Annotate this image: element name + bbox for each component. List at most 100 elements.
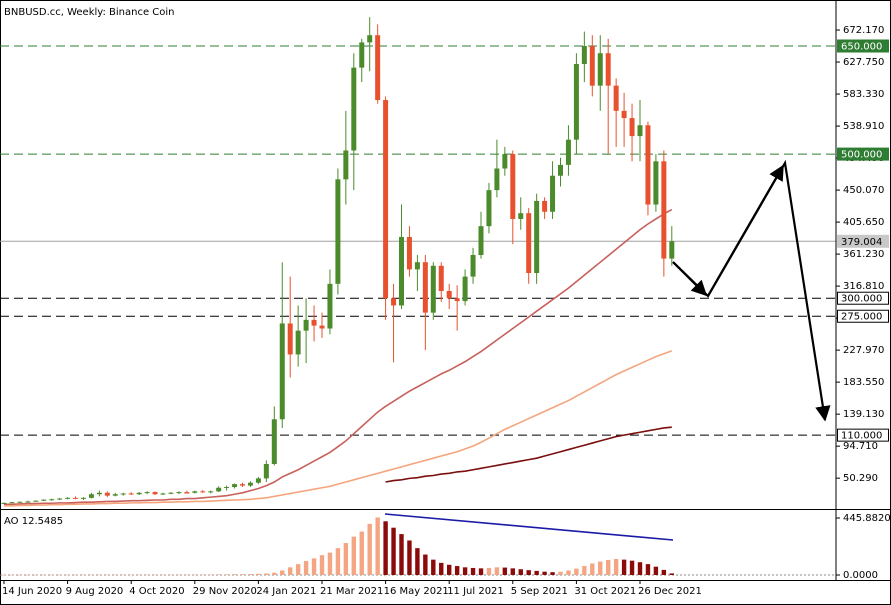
ao-bar <box>494 567 500 575</box>
ao-bar <box>208 574 213 575</box>
ao-bar <box>33 574 38 576</box>
y-tick-label: 672.170 <box>843 25 884 36</box>
y-tick-label: 227.970 <box>843 345 884 356</box>
candle-body <box>573 64 579 140</box>
ao-bar <box>447 564 452 575</box>
ao-bar <box>89 574 94 576</box>
ao-bar <box>439 562 444 575</box>
ao-bar <box>65 574 70 576</box>
x-tick-label: 24 Jan 2021 <box>256 586 316 597</box>
ao-bar <box>645 564 651 575</box>
level-label: 110.000 <box>841 431 882 442</box>
ao-bar <box>184 574 190 576</box>
ao-bar <box>518 569 523 575</box>
ao-bar <box>621 559 627 575</box>
ao-bar <box>192 574 197 576</box>
x-tick-label: 29 Nov 2020 <box>193 586 257 597</box>
candle-body <box>645 125 651 205</box>
ao-bar <box>558 571 563 575</box>
x-tick-label: 14 Jun 2020 <box>2 586 62 597</box>
candle-body <box>208 491 214 493</box>
candle-body <box>73 497 79 499</box>
ao-bar <box>470 567 476 575</box>
level-box <box>837 234 889 248</box>
ao-bar <box>25 574 31 576</box>
level-label: 275.000 <box>841 312 882 323</box>
y-tick-label: 183.550 <box>843 377 884 388</box>
candle-body <box>375 35 381 101</box>
y-tick-label: 627.750 <box>843 57 884 68</box>
ao-bar <box>319 555 325 575</box>
candle-body <box>438 265 444 292</box>
ao-bar <box>136 574 142 576</box>
x-tick-label: 21 Mar 2021 <box>320 586 383 597</box>
candle-body <box>335 179 341 284</box>
level-label: 650.000 <box>841 42 882 53</box>
candle-body <box>144 492 150 494</box>
ao-bar <box>311 558 317 575</box>
y-tick-label: 139.130 <box>843 409 884 420</box>
candle-body <box>33 500 39 502</box>
ao-bar <box>288 567 293 575</box>
ao-bar <box>240 574 245 575</box>
candle-body <box>383 100 389 299</box>
level-box <box>837 147 889 161</box>
candle-body <box>41 499 47 501</box>
candle-body <box>112 494 118 496</box>
candle-body <box>255 478 261 483</box>
candle-body <box>581 46 587 65</box>
ao-bar <box>407 540 412 575</box>
x-tick-label: 26 Dec 2021 <box>638 586 702 597</box>
ao-bar <box>637 562 643 575</box>
ao-bar <box>200 574 205 575</box>
candle-body <box>216 487 222 492</box>
candle-body <box>184 492 190 494</box>
ao-bar <box>383 521 388 575</box>
ao-bar <box>280 570 285 575</box>
candle-body <box>17 501 23 503</box>
ao-bar <box>264 573 269 575</box>
candle-body <box>287 323 293 355</box>
ao-bar <box>423 554 428 575</box>
candle-body <box>589 46 595 86</box>
candle-body <box>224 487 230 489</box>
ao-bar <box>49 574 54 576</box>
candle-body <box>518 213 524 219</box>
x-tick-label: 5 Sep 2021 <box>511 586 568 597</box>
ao-bar <box>542 571 547 575</box>
ao-bar <box>272 572 277 575</box>
ao-bar <box>669 573 674 575</box>
y-tick-label: 538.910 <box>843 121 884 132</box>
candle-body <box>414 262 420 270</box>
y-tick-label: 0.0000 <box>843 570 878 581</box>
level-box <box>837 291 889 305</box>
ao-bar <box>343 543 349 575</box>
candle-body <box>510 154 516 219</box>
candle-body <box>621 110 627 119</box>
candle-body <box>96 492 102 495</box>
ao-bar <box>224 574 229 575</box>
ao-bar <box>415 548 420 575</box>
candle-body <box>295 330 301 355</box>
candle-body <box>359 42 365 68</box>
ao-bar <box>359 531 364 575</box>
level-label: 500.000 <box>841 150 882 161</box>
candle-body <box>136 492 142 495</box>
candle-body <box>192 491 198 493</box>
candle-body <box>81 497 86 499</box>
ao-bar <box>566 570 571 575</box>
candle-body <box>351 67 357 151</box>
annotations <box>384 159 831 541</box>
ao-trendline <box>384 513 674 541</box>
candle-body <box>478 226 484 255</box>
ao-bar <box>168 574 174 576</box>
level-box <box>837 39 889 53</box>
arrow-up <box>707 164 784 297</box>
candle-body <box>613 85 619 111</box>
plot-area <box>0 17 836 576</box>
candle-body <box>343 150 349 180</box>
ao-bar <box>335 548 341 575</box>
ao-bar <box>653 566 659 575</box>
candle-body <box>669 241 675 259</box>
